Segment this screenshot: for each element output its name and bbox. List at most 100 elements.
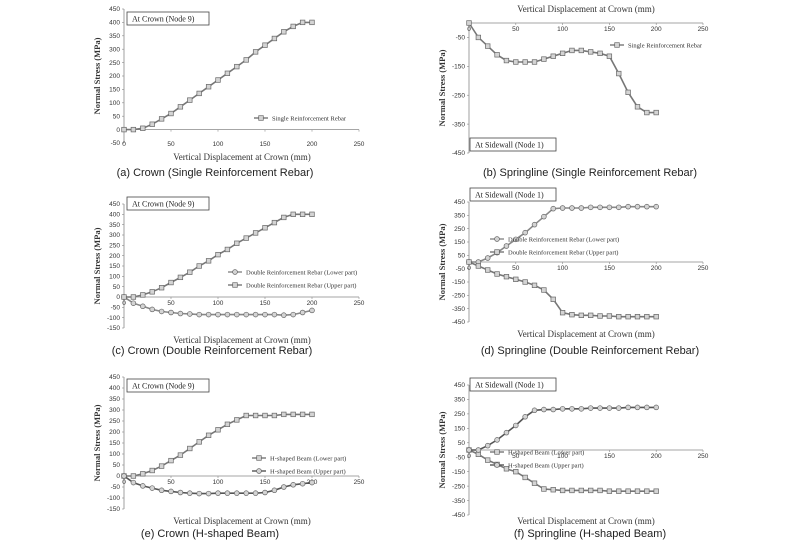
y-tick-label: 50 xyxy=(113,284,121,291)
data-point xyxy=(550,487,556,493)
data-point xyxy=(168,309,174,316)
y-tick-label: 350 xyxy=(109,33,120,40)
data-point xyxy=(215,77,221,83)
location-box xyxy=(469,187,557,202)
x-tick-label: 250 xyxy=(354,479,365,486)
legend-marker xyxy=(494,236,500,242)
y-tick-label: 450 xyxy=(454,199,465,206)
data-point xyxy=(234,240,240,246)
y-tick-label: -150 xyxy=(452,64,465,71)
legend-label: H-shaped Beam (Lower part) xyxy=(270,455,346,462)
data-point xyxy=(588,487,594,494)
x-axis-label: Vertical Displacement at Crown (mm) xyxy=(517,516,654,526)
data-point xyxy=(475,34,482,41)
data-point xyxy=(168,457,174,464)
x-tick-label: 150 xyxy=(260,141,271,148)
data-point xyxy=(485,457,491,463)
location-label: At Sidewall (Node 1) xyxy=(475,381,544,390)
chart-caption: (f) Springline (H-shaped Beam) xyxy=(513,528,667,540)
data-point xyxy=(140,292,146,298)
data-point xyxy=(484,442,491,449)
data-point xyxy=(140,471,146,477)
data-point xyxy=(597,487,603,494)
x-tick-label: 150 xyxy=(260,300,271,307)
y-tick-label: 400 xyxy=(109,20,120,27)
x-tick-label: 0 xyxy=(467,26,471,33)
x-tick-label: 200 xyxy=(307,141,318,148)
x-tick-label: 100 xyxy=(213,141,224,148)
data-point xyxy=(616,405,622,411)
chart-caption: (e) Crown (H-shaped Beam) xyxy=(140,528,280,540)
data-point xyxy=(466,20,472,26)
data-point xyxy=(149,485,155,491)
data-point xyxy=(522,279,528,285)
series-2 xyxy=(121,473,315,497)
data-point xyxy=(644,314,650,320)
x-tick-label: 200 xyxy=(651,453,662,460)
data-point xyxy=(531,407,538,414)
data-point xyxy=(625,314,631,320)
data-point xyxy=(149,467,155,474)
location-label: At Sidewall (Node 1) xyxy=(475,141,544,150)
data-point xyxy=(541,56,547,62)
data-point xyxy=(158,487,165,494)
y-tick-label: 300 xyxy=(109,407,120,414)
data-point xyxy=(299,480,306,487)
y-tick-label: -150 xyxy=(452,469,465,476)
series-1 xyxy=(466,20,659,116)
x-axis-label: Vertical Displacement at Crown (mm) xyxy=(517,4,654,14)
data-point xyxy=(130,294,137,300)
series-line xyxy=(124,413,312,477)
y-tick-label: -350 xyxy=(452,498,465,505)
data-point xyxy=(215,490,221,496)
x-tick-label: 150 xyxy=(604,26,615,33)
data-point xyxy=(205,258,212,264)
x-tick-label: 250 xyxy=(698,26,709,33)
data-point xyxy=(625,89,631,95)
data-point xyxy=(252,490,259,496)
legend-label: H-shaped Beam (Lower part) xyxy=(508,449,584,456)
data-point xyxy=(215,251,221,258)
x-tick-label: 200 xyxy=(651,265,662,272)
y-tick-label: 250 xyxy=(109,418,120,425)
y-tick-label: -150 xyxy=(107,506,120,513)
data-point xyxy=(299,309,306,316)
x-tick-label: 250 xyxy=(698,453,709,460)
data-point xyxy=(168,488,174,495)
data-point xyxy=(224,490,231,496)
data-point xyxy=(130,473,137,479)
x-tick-label: 50 xyxy=(512,453,520,460)
data-point xyxy=(653,404,659,411)
location-box xyxy=(469,377,557,392)
data-point xyxy=(475,447,482,453)
data-point xyxy=(466,447,472,453)
data-point xyxy=(121,126,127,133)
data-point xyxy=(187,269,193,275)
data-point xyxy=(587,204,594,211)
y-axis-label: Normal Stress (MPa) xyxy=(437,49,447,126)
location-box xyxy=(126,378,210,393)
y-tick-label: 250 xyxy=(109,60,120,67)
y-axis-label: Normal Stress (MPa) xyxy=(437,223,447,300)
data-point xyxy=(625,203,631,210)
legend: Double Reinforcement Rebar (Lower part) D… xyxy=(228,269,357,289)
data-point xyxy=(299,19,306,26)
data-point xyxy=(177,452,184,458)
data-point xyxy=(569,205,575,211)
y-tick-label: 100 xyxy=(109,451,120,458)
data-point xyxy=(205,311,212,318)
data-point xyxy=(234,490,240,496)
x-tick-label: 50 xyxy=(512,265,520,272)
data-point xyxy=(503,243,510,249)
x-tick-label: 100 xyxy=(557,26,568,33)
x-tick-label: 100 xyxy=(557,453,568,460)
data-point xyxy=(606,488,613,494)
x-tick-label: 0 xyxy=(467,453,471,460)
data-point xyxy=(130,479,137,486)
data-point xyxy=(513,422,519,429)
data-point xyxy=(644,109,650,116)
data-point xyxy=(522,229,528,236)
chart-caption: (b) Springline (Single Reinforcement Reb… xyxy=(483,167,697,179)
